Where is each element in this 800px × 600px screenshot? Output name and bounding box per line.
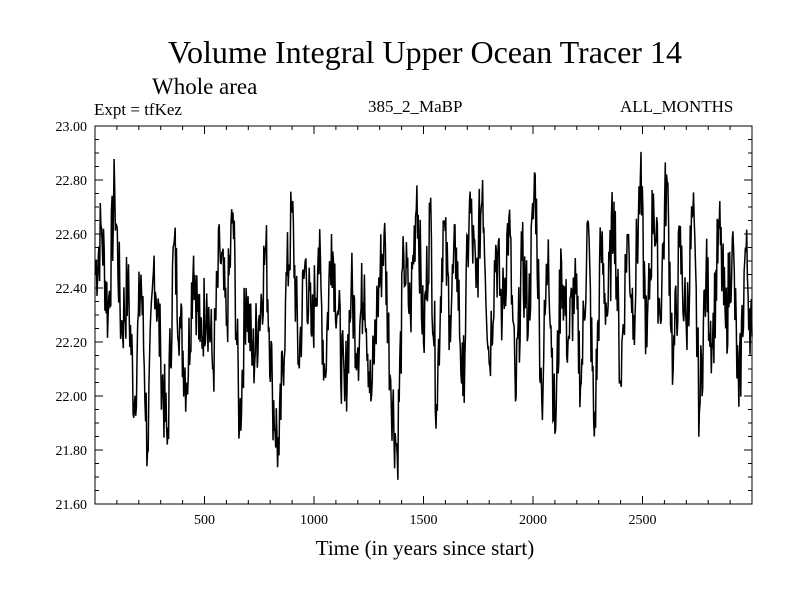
y-tick-label: 23.00: [56, 120, 88, 135]
x-tick-label: 2000: [519, 513, 547, 528]
x-axis-tick-labels: 500 1000 1500 2000 2500: [194, 513, 657, 528]
y-tick-label: 22.60: [56, 228, 88, 243]
x-axis-ticks: [116, 126, 731, 504]
y-tick-label: 22.80: [56, 174, 88, 189]
series-line: [94, 151, 753, 480]
y-tick-label: 21.60: [56, 498, 88, 513]
y-tick-label: 22.20: [56, 336, 88, 351]
y-tick-label: 22.00: [56, 390, 88, 405]
y-axis-tick-labels: 21.60 21.80 22.00 22.20 22.40 22.60 22.80 23.00: [56, 120, 88, 513]
x-axis-label: Time (in years since start): [315, 536, 535, 560]
x-tick-label: 1000: [300, 513, 328, 528]
experiment-label: Expt = tfKez: [94, 100, 182, 119]
y-tick-label: 21.80: [56, 444, 88, 459]
x-tick-label: 2500: [629, 513, 657, 528]
y-tick-label: 22.40: [56, 282, 88, 297]
x-tick-label: 1500: [410, 513, 438, 528]
chart-title: Volume Integral Upper Ocean Tracer 14: [168, 34, 682, 70]
x-tick-label: 500: [194, 513, 215, 528]
run-id-label: 385_2_MaBP: [368, 97, 463, 116]
chart-subtitle: Whole area: [152, 74, 258, 99]
months-label: ALL_MONTHS: [620, 97, 734, 116]
